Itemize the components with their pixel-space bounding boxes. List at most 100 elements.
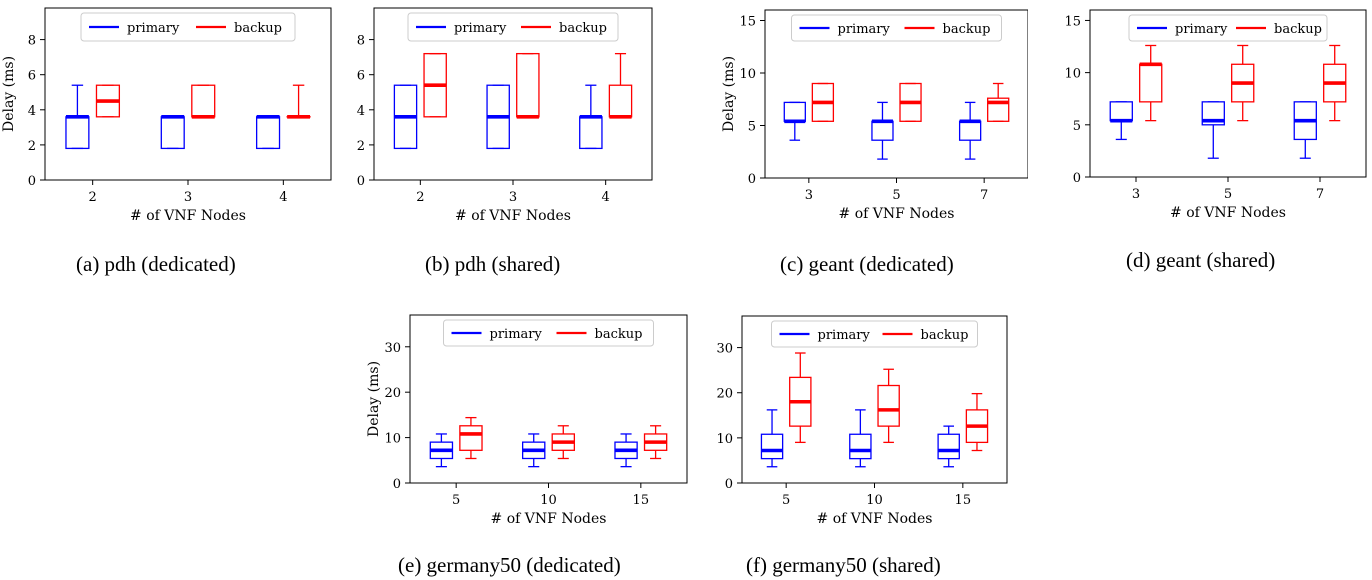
legend: primary backup: [80, 12, 296, 42]
y-tick-label: 20: [716, 387, 733, 402]
series-primary: [760, 409, 960, 468]
y-tick-label: 0: [748, 172, 756, 187]
box-rect: [987, 97, 1010, 122]
y-axis-label: Delay (ms): [1, 56, 17, 132]
legend-label-backup: backup: [234, 21, 282, 36]
box-rect: [393, 84, 418, 150]
chart-b-svg: 0 2 4 6 8 2 3 4 # of VNF Nodes primary backup: [357, 7, 653, 224]
y-axis-label: Delay (ms): [366, 361, 382, 437]
legend: primary backup: [407, 12, 619, 42]
legend-label-backup: backup: [943, 22, 991, 37]
x-axis-label: # of VNF Nodes: [130, 208, 246, 224]
y-tick-label: 0: [357, 174, 365, 189]
caption-c: (c) geant (dedicated): [780, 252, 954, 276]
x-tick-label: 10: [540, 493, 557, 508]
y-tick-label: 4: [28, 104, 36, 119]
series-backup: [1139, 44, 1347, 122]
box-rect: [516, 52, 540, 118]
series-primary: [393, 84, 603, 150]
y-tick-label: 8: [28, 34, 36, 49]
legend-box: [791, 14, 1002, 42]
y-tick-label: 0: [28, 174, 36, 189]
series-backup: [95, 84, 311, 119]
y-tick-label: 20: [384, 386, 401, 401]
box-rect: [958, 120, 982, 141]
chart-f-svg: 0 10 20 30 5 10 15 # of VNF Nodes primary backup: [716, 315, 1008, 527]
y-tick-label: 2: [28, 139, 36, 154]
box-rect: [1109, 101, 1133, 122]
y-axis-label: Delay (ms): [721, 56, 737, 132]
box-rect: [579, 116, 603, 150]
chart-a-svg: 0 2 4 6 8 2 3 4 # of VNF Nodes Delay (ms) primary b…: [1, 7, 332, 224]
y-tick-label: 5: [748, 120, 756, 135]
x-tick-label: 5: [452, 493, 460, 508]
legend-label-primary: primary: [838, 22, 891, 37]
legend-box: [443, 319, 654, 347]
y-tick-label: 30: [384, 341, 401, 356]
y-tick-label: 5: [1073, 119, 1081, 134]
x-tick-label: 3: [509, 190, 517, 205]
box-rect: [760, 433, 784, 460]
box-rect: [1231, 63, 1255, 103]
series-backup: [811, 82, 1010, 122]
caption-e: (e) germany50 (dedicated): [398, 553, 621, 577]
x-axis-label: # of VNF Nodes: [1170, 205, 1286, 221]
series-backup: [789, 352, 989, 452]
x-axis-label: # of VNF Nodes: [455, 208, 571, 224]
y-tick-label: 2: [357, 139, 365, 154]
x-tick-label: 5: [892, 188, 900, 203]
y-tick-label: 6: [28, 69, 36, 84]
caption-a: (a) pdh (dedicated): [76, 252, 236, 276]
x-axis-label: # of VNF Nodes: [817, 511, 933, 527]
legend-label-backup: backup: [921, 328, 969, 343]
legend-box: [1128, 14, 1328, 42]
x-tick-label: 3: [184, 190, 192, 205]
box-rect: [1139, 63, 1163, 103]
series-primary: [65, 84, 281, 150]
y-tick-label: 0: [725, 477, 733, 492]
legend-label-primary: primary: [454, 21, 507, 36]
box-rect: [871, 120, 894, 141]
y-tick-label: 15: [1064, 14, 1081, 29]
y-tick-label: 6: [357, 69, 365, 84]
box-rect: [160, 116, 185, 150]
legend: primary backup: [771, 320, 978, 348]
panel-c: 0 5 10 15 3 5 7 # of VNF Nodes Delay (ms) primary…: [708, 0, 1028, 235]
x-tick-label: 15: [633, 493, 650, 508]
panel-e: 0 10 20 30 5 10 15 # of VNF Nodes Delay (ms) prim…: [345, 302, 690, 532]
box-rect: [877, 384, 900, 427]
caption-b: (b) pdh (shared): [425, 252, 561, 276]
legend-label-primary: primary: [127, 21, 180, 36]
chart-e-svg: 0 10 20 30 5 10 15 # of VNF Nodes Delay (ms) prim…: [366, 314, 688, 527]
box-rect: [937, 433, 960, 460]
box-rect: [255, 116, 281, 150]
x-tick-label: 5: [1224, 187, 1232, 202]
box-rect: [849, 433, 872, 460]
x-tick-label: 5: [782, 493, 790, 508]
box-rect: [65, 116, 90, 150]
panel-a: 0 2 4 6 8 2 3 4 # of VNF Nodes Delay (ms) primary b…: [0, 0, 340, 235]
y-tick-label: 10: [384, 432, 401, 447]
box-rect: [459, 425, 483, 451]
y-tick-label: 10: [739, 67, 756, 82]
y-tick-label: 15: [739, 15, 756, 30]
series-backup: [459, 416, 668, 460]
y-tick-label: 10: [1064, 67, 1081, 82]
box-rect: [783, 101, 806, 122]
x-tick-label: 3: [1132, 187, 1140, 202]
y-tick-label: 10: [716, 432, 733, 447]
series-primary: [429, 433, 638, 468]
panel-f: 0 10 20 30 5 10 15 # of VNF Nodes primary backup: [690, 302, 1020, 532]
caption-d: (d) geant (shared): [1126, 248, 1276, 272]
panel-d: 0 5 10 15 3 5 7 # of VNF Nodes primary backup: [1040, 0, 1370, 235]
y-tick-label: 0: [393, 477, 401, 492]
series-primary: [1109, 101, 1317, 159]
x-tick-label: 4: [279, 190, 287, 205]
x-tick-label: 2: [416, 190, 424, 205]
x-tick-label: 10: [866, 493, 883, 508]
x-tick-label: 3: [805, 188, 813, 203]
x-tick-label: 7: [980, 188, 988, 203]
legend-label-primary: primary: [818, 328, 871, 343]
panel-b: 0 2 4 6 8 2 3 4 # of VNF Nodes primary backup: [344, 0, 684, 235]
